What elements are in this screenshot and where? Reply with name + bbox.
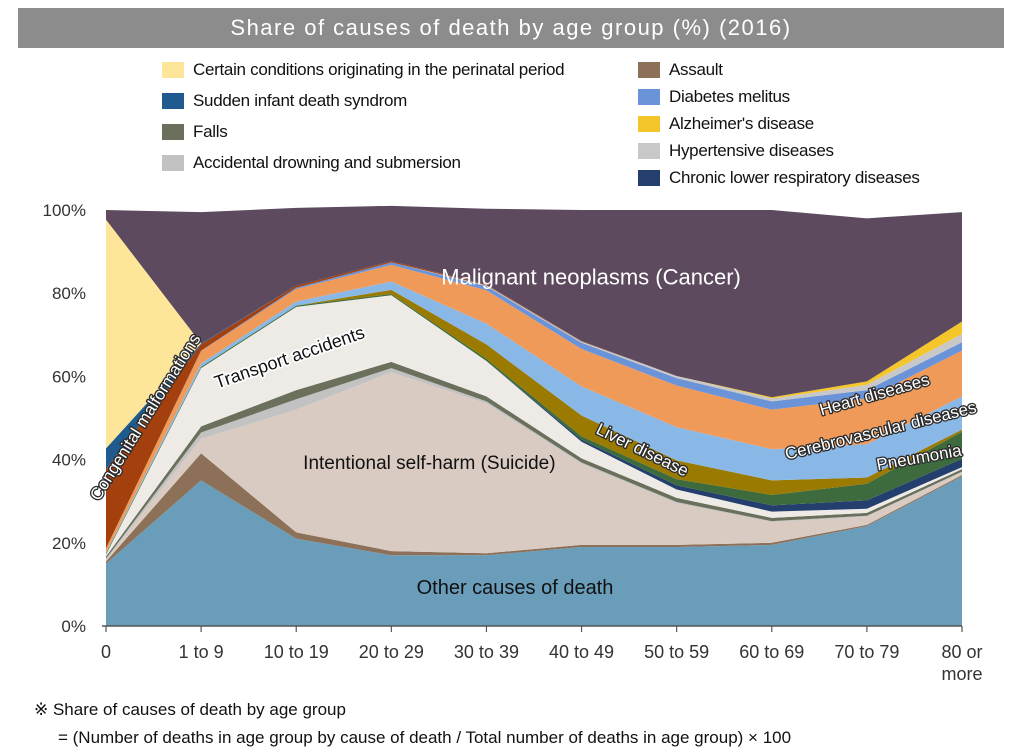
legend-item: Assault xyxy=(638,60,920,80)
legend-left: Certain conditions originating in the pe… xyxy=(162,60,565,173)
area-diabetes-melitus xyxy=(106,262,962,549)
legend-swatch xyxy=(162,124,184,140)
series-label-malignant-neoplasms-cancer: Malignant neoplasms (Cancer) xyxy=(441,264,741,289)
y-tick-label: 20% xyxy=(52,534,86,553)
legend-item: Diabetes melitus xyxy=(638,87,920,107)
footnote: ※ Share of causes of death by age group … xyxy=(34,696,791,752)
chart-title: Share of causes of death by age group (%… xyxy=(18,8,1004,48)
series-label-other-causes-of-death: Other causes of death xyxy=(417,577,614,599)
area-intentional-self-harm-suicide xyxy=(106,372,962,562)
legend-label: Certain conditions originating in the pe… xyxy=(193,60,565,79)
legend-item: Accidental drowning and submersion xyxy=(162,153,564,173)
x-tick-label: 80 or more xyxy=(941,642,982,684)
legend-label: Diabetes melitus xyxy=(669,87,790,106)
legend-label: Hypertensive diseases xyxy=(669,141,834,160)
x-tick-label: 50 to 59 xyxy=(644,642,709,662)
area-malignant-neoplasms-cancer xyxy=(106,205,962,398)
legend-item: Sudden infant death syndrom xyxy=(162,91,564,111)
y-tick-label: 0% xyxy=(61,617,86,636)
area-other-causes-of-death xyxy=(106,476,962,626)
legend-swatch xyxy=(638,170,660,186)
legend-swatch xyxy=(638,62,660,78)
area-liver-disease xyxy=(106,289,962,554)
x-tick-label: 20 to 29 xyxy=(359,642,424,662)
legend-label: Alzheimer's disease xyxy=(669,114,814,133)
legend-item: Falls xyxy=(162,122,564,142)
legend-label: Assault xyxy=(669,60,723,79)
legend-right: Assault Diabetes melitus Alzheimer's dis… xyxy=(638,60,920,188)
x-tick-label: 1 to 9 xyxy=(179,642,224,662)
legend-swatch xyxy=(162,62,184,78)
area-heart-diseases xyxy=(106,264,962,553)
legend-item: Chronic lower respiratory diseases xyxy=(638,168,920,188)
legend-swatch xyxy=(638,143,660,159)
legend-label: Sudden infant death syndrom xyxy=(193,91,407,110)
footnote-line-2: = (Number of deaths in age group by caus… xyxy=(58,728,792,747)
area-layers xyxy=(106,205,962,626)
x-tick-label: 0 xyxy=(101,642,111,662)
legend-swatch xyxy=(162,155,184,171)
y-tick-label: 100% xyxy=(43,201,86,220)
series-label-intentional-self-harm-suicide: Intentional self-harm (Suicide) xyxy=(303,453,555,474)
legend-swatch xyxy=(638,89,660,105)
x-tick-label: 60 to 69 xyxy=(739,642,804,662)
x-tick-label: 70 to 79 xyxy=(834,642,899,662)
legend-swatch xyxy=(162,93,184,109)
legend-swatch xyxy=(638,116,660,132)
y-tick-label: 60% xyxy=(52,367,86,386)
legend-item: Alzheimer's disease xyxy=(638,114,920,134)
legend-label: Falls xyxy=(193,122,228,141)
axes: 0% 20% 40% 60% 80% 100% 0 1 to 9 10 to 19 20 to 2… xyxy=(43,201,983,684)
footnote-line-1: ※ Share of causes of death by age group xyxy=(34,700,346,719)
area-transport-accidents xyxy=(106,295,962,557)
legend-item: Hypertensive diseases xyxy=(638,141,920,161)
x-tick-label: 40 to 49 xyxy=(549,642,614,662)
legend-label: Accidental drowning and submersion xyxy=(193,153,461,172)
area-assault xyxy=(106,453,962,564)
y-tick-label: 40% xyxy=(52,451,86,470)
y-tick-label: 80% xyxy=(52,284,86,303)
x-tick-label: 30 to 39 xyxy=(454,642,519,662)
x-tick-label: 10 to 19 xyxy=(264,642,329,662)
legend-item: Certain conditions originating in the pe… xyxy=(162,60,565,80)
legend-label: Chronic lower respiratory diseases xyxy=(669,168,920,187)
